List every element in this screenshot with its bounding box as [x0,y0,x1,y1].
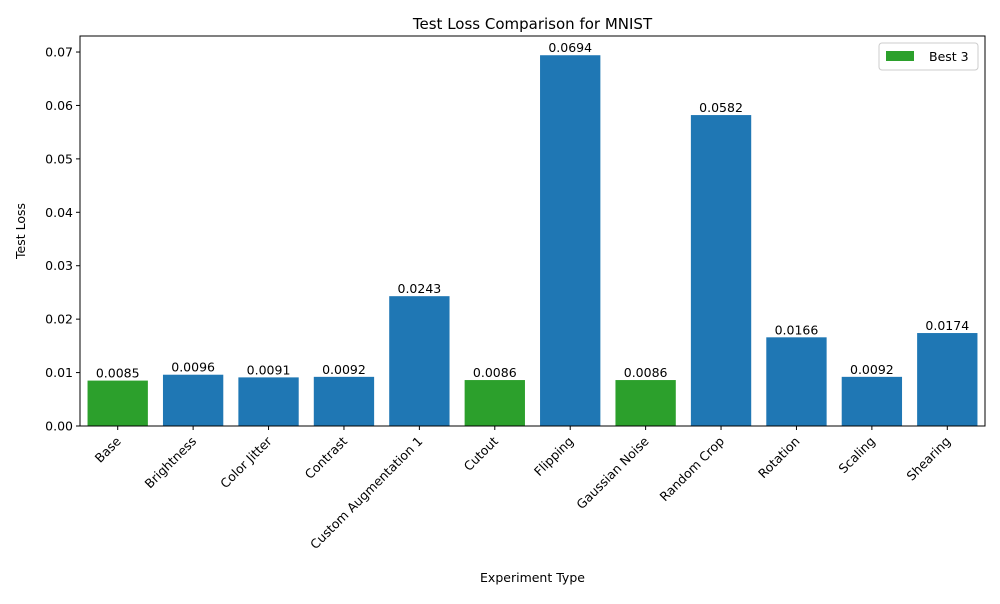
x-axis-title: Experiment Type [480,570,585,585]
bar-cutout [464,380,525,426]
x-tick-label-contrast: Contrast [302,433,350,481]
data-label-brightness: 0.0096 [171,360,215,375]
y-tick-label: 0.05 [45,151,73,166]
x-tick-label-shearing: Shearing [903,434,953,484]
bar-custom-augmentation-1 [389,296,450,426]
data-label-cutout: 0.0086 [473,365,517,380]
bar-color-jitter [238,377,299,426]
x-tick-label-brightness: Brightness [142,434,200,492]
bar-shearing [917,333,978,426]
value-labels-layer: 0.0085 0.0096 0.0091 0.0092 0.0243 0.0086 0.06… [96,40,969,380]
bar-scaling [841,376,903,426]
data-label-base: 0.0085 [96,366,140,381]
legend: Best 3 [878,42,979,71]
data-label-contrast: 0.0092 [322,362,366,377]
y-tick-label: 0.03 [45,258,73,273]
plot-frame [79,35,986,427]
x-tick-label-random-crop: Random Crop [657,433,728,504]
bar-contrast [313,376,375,426]
legend-swatch-best-3 [886,51,914,61]
x-tick-label-flipping: Flipping [531,434,576,479]
bar-flipping [540,55,601,426]
bar-random-crop [690,115,752,427]
y-tick-label: 0.07 [45,45,73,60]
data-label-random-crop: 0.0582 [699,100,743,115]
chart-title: Test Loss Comparison for MNIST [412,15,653,33]
bar-rotation [766,337,827,426]
y-tick-label: 0.01 [45,365,73,380]
x-tick-label-rotation: Rotation [755,434,803,482]
y-tick-label: 0.00 [45,419,73,434]
legend-label-best-3: Best 3 [929,49,969,64]
data-label-shearing: 0.0174 [925,318,969,333]
bar-base [87,380,148,426]
bar-gaussian-noise [615,380,676,426]
x-tick-label-scaling: Scaling [835,434,878,477]
data-label-color-jitter: 0.0091 [247,362,291,377]
y-tick-label: 0.06 [45,98,73,113]
x-tick-label-color-jitter: Color Jitter [217,433,275,491]
bar-brightness [162,374,224,426]
data-label-gaussian-noise: 0.0086 [624,365,668,380]
y-axis-title: Test Loss [13,203,28,260]
y-tick-label: 0.04 [45,205,73,220]
data-label-flipping: 0.0694 [548,40,592,55]
x-tick-label-gaussian-noise: Gaussian Noise [573,433,652,512]
y-tick-label: 0.02 [45,312,73,327]
data-label-custom-augmentation-1: 0.0243 [398,281,442,296]
x-tick-label-base: Base [92,433,124,465]
data-label-scaling: 0.0092 [850,362,894,377]
bars-layer [87,55,978,427]
x-axis: Base Brightness Color Jitter ContrastCustom… [92,426,953,552]
x-tick-label-cutout: Cutout [461,433,501,473]
legend-box [878,42,979,71]
y-axis: 0.00 0.01 0.02 0.03 0.04 0.05 0.06 0.07 [45,45,80,434]
data-label-rotation: 0.0166 [775,322,819,337]
